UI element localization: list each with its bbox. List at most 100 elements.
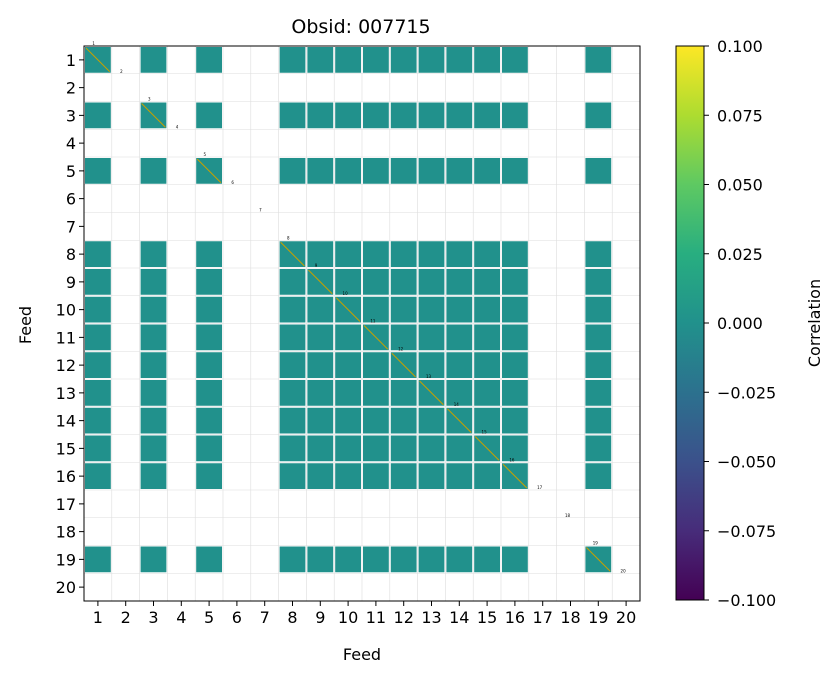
heatmap-cell-14-8 — [279, 407, 306, 434]
heatmap-cell-8-3 — [140, 241, 167, 267]
heatmap-cell-13-10 — [335, 380, 361, 406]
heatmap-cell-1-3 — [140, 47, 167, 73]
heatmap-cell-10-5 — [196, 296, 222, 323]
heatmap-cell-10-1 — [85, 296, 111, 323]
diagonal-label-20: 20 — [621, 568, 627, 573]
heatmap-cell-16-10 — [335, 463, 361, 489]
diagonal-label-8: 8 — [287, 235, 290, 240]
heatmap-cell-1-11 — [363, 47, 389, 73]
heatmap-cell-13-19 — [585, 380, 612, 406]
heatmap-cell-16-8 — [279, 463, 306, 489]
heatmap-cell-19-14 — [446, 546, 473, 573]
heatmap-cell-19-8 — [279, 546, 306, 573]
diagonal-line-11 — [363, 325, 389, 350]
heatmap-cell-5-10 — [335, 158, 361, 184]
heatmap-cell-14-13 — [418, 407, 445, 434]
y-tick-label: 10 — [56, 301, 76, 320]
heatmap-cell-3-13 — [418, 102, 445, 129]
heatmap-cell-8-12 — [390, 241, 417, 267]
heatmap-cell-3-9 — [307, 102, 334, 129]
heatmap-cell-1-13 — [418, 47, 445, 73]
y-tick-label: 8 — [66, 245, 76, 264]
colorbar-tick-label: −0.075 — [717, 522, 776, 541]
colorbar-ticks: 0.100 0.075 0.050 0.025 0.000 −0.025 −0.050 −0.… — [704, 37, 776, 610]
heatmap-cell-9-11 — [363, 269, 389, 295]
x-tick-label: 8 — [287, 608, 297, 627]
y-tick-label: 6 — [66, 190, 76, 209]
colorbar-tick-label: −0.050 — [717, 453, 776, 472]
heatmap-cell-8-15 — [474, 241, 500, 267]
diagonal-line-5 — [196, 158, 222, 184]
y-tick-label: 15 — [56, 439, 76, 458]
heatmap-cell-19-1 — [85, 546, 111, 573]
heatmap-cell-10-15 — [474, 296, 500, 323]
heatmap-cell-3-11 — [363, 102, 389, 129]
heatmap-cell-11-5 — [196, 324, 222, 351]
heatmap-cell-1-15 — [474, 47, 500, 73]
heatmap-cell-8-11 — [363, 241, 389, 267]
plot-frame — [83, 45, 641, 602]
heatmap-cell-12-19 — [585, 352, 612, 378]
heatmap-cell-1-10 — [335, 47, 361, 73]
heatmap-cell-11-13 — [418, 324, 445, 351]
heatmap-cells — [85, 47, 612, 573]
heatmap-cell-8-16 — [502, 241, 528, 267]
heatmap-cell-15-19 — [585, 435, 612, 462]
heatmap-cell-3-1 — [85, 102, 111, 129]
heatmap-cell-1-12 — [390, 47, 417, 73]
heatmap-cell-8-13 — [418, 241, 445, 267]
heatmap-cell-15-11 — [363, 435, 389, 462]
heatmap-cell-16-3 — [140, 463, 167, 489]
heatmap-cell-5-16 — [502, 158, 528, 184]
heatmap-cell-1-19 — [585, 47, 612, 73]
x-tick-label: 16 — [505, 608, 525, 627]
heatmap-cell-14-19 — [585, 407, 612, 434]
heatmap-cell-11-1 — [85, 324, 111, 351]
heatmap-cell-11-10 — [335, 324, 361, 351]
heatmap-cell-3-14 — [446, 102, 473, 129]
heatmap-cell-5-13 — [418, 158, 445, 184]
y-tick-label: 3 — [66, 106, 76, 125]
heatmap-cell-12-9 — [307, 352, 334, 378]
heatmap-cell-8-9 — [307, 241, 334, 267]
heatmap-cell-1-14 — [446, 47, 473, 73]
diagonal-label-18: 18 — [565, 513, 571, 518]
heatmap-cell-10-9 — [307, 296, 334, 323]
heatmap-cell-12-11 — [363, 352, 389, 378]
x-axis-ticks: 1 2 3 4 5 6 7 8 9 10 11 12 13 14 15 16 17 18 19 20 — [93, 601, 636, 627]
y-tick-label: 18 — [56, 523, 76, 542]
diagonal-line-1 — [85, 47, 111, 73]
heatmap-cell-13-15 — [474, 380, 500, 406]
x-tick-label: 9 — [315, 608, 325, 627]
heatmap-cell-13-9 — [307, 380, 334, 406]
y-tick-label: 7 — [66, 217, 76, 236]
heatmap-cell-16-19 — [585, 463, 612, 489]
diagonal-line-19 — [586, 547, 611, 572]
diagonal-label-10: 10 — [343, 291, 349, 296]
diagonal-label-12: 12 — [398, 346, 404, 351]
diagonal-label-16: 16 — [509, 457, 515, 462]
heatmap-cell-16-13 — [418, 463, 445, 489]
diagonal-label-4: 4 — [176, 124, 179, 129]
heatmap-cell-10-16 — [502, 296, 528, 323]
heatmap-cell-19-9 — [307, 546, 334, 573]
diagonal-label-5: 5 — [204, 152, 207, 157]
heatmap-cell-12-10 — [335, 352, 361, 378]
diagonal-line-13 — [419, 380, 444, 406]
heatmap-cell-19-16 — [502, 546, 528, 573]
x-tick-label: 20 — [616, 608, 636, 627]
heatmap-cell-5-1 — [85, 158, 111, 184]
heatmap-cell-11-15 — [474, 324, 500, 351]
heatmap-cell-5-11 — [363, 158, 389, 184]
heatmap-cell-10-3 — [140, 296, 167, 323]
heatmap-cell-14-10 — [335, 407, 361, 434]
y-tick-label: 13 — [56, 384, 76, 403]
heatmap-cell-9-13 — [418, 269, 445, 295]
y-tick-label: 2 — [66, 79, 76, 98]
heatmap-cell-10-11 — [363, 296, 389, 323]
diagonal-label-6: 6 — [231, 180, 234, 185]
heatmap-cell-12-13 — [418, 352, 445, 378]
x-tick-label: 6 — [232, 608, 242, 627]
heatmap-cell-16-9 — [307, 463, 334, 489]
heatmap-cell-14-12 — [390, 407, 417, 434]
